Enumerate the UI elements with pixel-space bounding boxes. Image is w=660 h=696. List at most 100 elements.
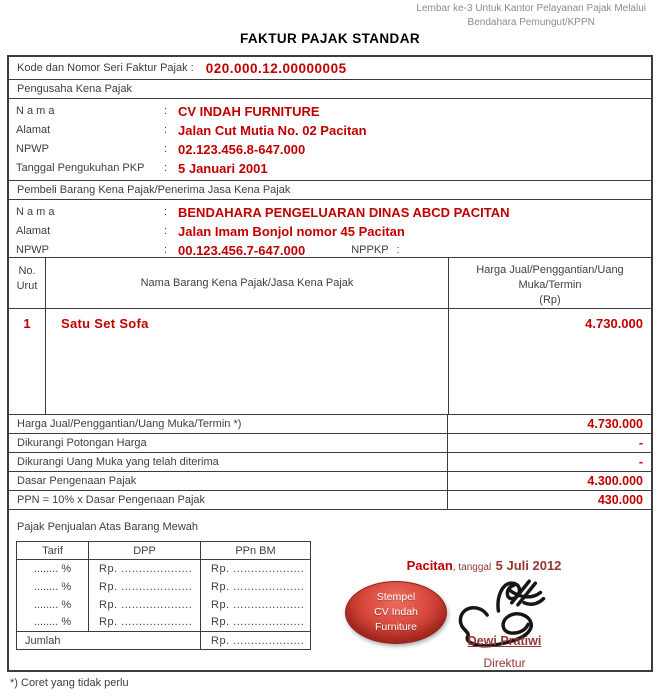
ppnbm-jumlah-value: Rp. ....................: [200, 631, 311, 650]
ppnbm-table: Tarif DPP PPn BM ........ % Rp. ........…: [16, 541, 311, 650]
buyer-address-row: Alamat : Jalan Imam Bonjol nomor 45 Paci…: [9, 222, 651, 241]
ppnbm-tarif-cell: ........ %: [16, 577, 89, 596]
items-header-price-unit: (Rp): [539, 294, 561, 306]
items-header-no-line1: No.: [18, 265, 36, 277]
seller-pkp-date-value: 5 Januari 2001: [178, 161, 268, 176]
company-stamp: Stempel CV Indah Furniture: [345, 581, 447, 644]
item-name: Satu Set Sofa: [46, 309, 449, 414]
items-header-name-text: Nama Barang Kena Pajak/Jasa Kena Pajak: [140, 277, 354, 289]
summary-label: Dasar Pengenaan Pajak: [17, 475, 137, 487]
summary-value: 4.300.000: [447, 472, 651, 490]
colon-separator: :: [164, 225, 168, 237]
ppnbm-header-row: Tarif DPP PPn BM: [16, 541, 311, 560]
signature-city: Pacitan: [406, 558, 453, 573]
summary-value: 4.730.000: [447, 415, 651, 433]
buyer-npwp-label: NPWP: [16, 244, 49, 256]
ppnbm-dpp-cell: Rp. ....................: [88, 577, 201, 596]
ppnbm-blank-row: ........ % Rp. .................... Rp. …: [16, 595, 311, 614]
items-table-header: No. Urut Nama Barang Kena Pajak/Jasa Ken…: [9, 257, 651, 308]
ppnbm-ppnbm-cell: Rp. ....................: [200, 595, 311, 614]
ppnbm-tarif-cell: ........ %: [16, 559, 89, 578]
seller-npwp-label: NPWP: [16, 143, 49, 155]
colon-separator: :: [164, 143, 168, 155]
ppnbm-section-title: Pajak Penjualan Atas Barang Mewah: [17, 521, 199, 533]
stamp-line2: CV Indah: [374, 606, 418, 618]
ppnbm-blank-row: ........ % Rp. .................... Rp. …: [16, 577, 311, 596]
buyer-address-value: Jalan Imam Bonjol nomor 45 Pacitan: [178, 224, 405, 239]
ppnbm-ppnbm-cell: Rp. ....................: [200, 559, 311, 578]
bottom-section: Pajak Penjualan Atas Barang Mewah Tarif …: [9, 509, 651, 670]
signature-date-line: Pacitan, tanggal 5 Juli 2012: [339, 557, 629, 575]
summary-label: PPN = 10% x Dasar Pengenaan Pajak: [17, 494, 206, 506]
invoice-code-row: Kode dan Nomor Seri Faktur Pajak : 020.0…: [9, 57, 651, 79]
colon-separator: :: [164, 206, 168, 218]
colon-separator: :: [396, 244, 400, 256]
form-frame: Kode dan Nomor Seri Faktur Pajak : 020.0…: [7, 55, 653, 672]
colon-separator: :: [164, 105, 168, 117]
buyer-address-label: Alamat: [16, 225, 51, 237]
buyer-npwp-value: 00.123.456.7-647.000: [178, 243, 306, 258]
colon-separator: :: [164, 244, 168, 256]
ppnbm-dpp-cell: Rp. ....................: [88, 559, 201, 578]
buyer-details: N a m a : BENDAHARA PENGELUARAN DINAS AB…: [9, 199, 651, 260]
seller-name-value: CV INDAH FURNITURE: [178, 104, 320, 119]
buyer-name-row: N a m a : BENDAHARA PENGELUARAN DINAS AB…: [9, 203, 651, 222]
summary-row-ppn: PPN = 10% x Dasar Pengenaan Pajak 430.00…: [9, 490, 651, 509]
invoice-code-value: 020.000.12.00000005: [205, 60, 347, 76]
buyer-name-label: N a m a: [16, 206, 55, 218]
seller-pkp-date-row: Tanggal Pengukuhan PKP : 5 Januari 2001: [9, 159, 651, 178]
ppnbm-jumlah-label: Jumlah: [16, 631, 201, 650]
ppnbm-ppnbm-cell: Rp. ....................: [200, 613, 311, 632]
summary-label: Harga Jual/Penggantian/Uang Muka/Termin …: [17, 418, 242, 430]
items-header-no-line2: Urut: [16, 280, 38, 292]
seller-section-title: Pengusaha Kena Pajak: [9, 79, 651, 98]
signer-role: Direktur: [483, 656, 526, 670]
summary-row-dpp: Dasar Pengenaan Pajak 4.300.000: [9, 471, 651, 490]
seller-address-label: Alamat: [16, 124, 51, 136]
copy-sheet-note-line1: Lembar ke-3 Untuk Kantor Pelayanan Pajak…: [416, 3, 646, 14]
ppnbm-dpp-cell: Rp. ....................: [88, 595, 201, 614]
item-number: 1: [9, 309, 46, 414]
ppnbm-total-row: Jumlah Rp. ....................: [16, 631, 311, 650]
stamp-line1: Stempel: [376, 591, 416, 603]
ppnbm-ppnbm-cell: Rp. ....................: [200, 577, 311, 596]
summary-row-harga-jual: Harga Jual/Penggantian/Uang Muka/Termin …: [9, 414, 651, 433]
ppnbm-blank-row: ........ % Rp. .................... Rp. …: [16, 559, 311, 578]
footer-note: *) Coret yang tidak perlu: [10, 677, 129, 689]
seller-name-label: N a m a: [16, 105, 55, 117]
copy-sheet-note: Lembar ke-3 Untuk Kantor Pelayanan Pajak…: [416, 2, 646, 30]
item-price: 4.730.000: [585, 316, 643, 331]
colon-separator: :: [164, 162, 168, 174]
summary-label: Dikurangi Uang Muka yang telah diterima: [17, 456, 219, 468]
copy-sheet-note-line2: Bendahara Pemungut/KPPN: [467, 17, 595, 28]
summary-value: -: [447, 453, 651, 471]
buyer-nppkp-label: NPPKP: [351, 244, 389, 256]
ppnbm-header-tarif: Tarif: [16, 541, 89, 560]
summary-label: Dikurangi Potongan Harga: [17, 437, 147, 449]
items-header-name: Nama Barang Kena Pajak/Jasa Kena Pajak: [46, 258, 449, 308]
signature-date-label: , tanggal: [452, 562, 492, 573]
items-header-price: Harga Jual/Penggantian/Uang Muka/Termin …: [449, 258, 651, 308]
summary-value: 430.000: [447, 491, 651, 509]
signature-scribble-icon: [458, 579, 546, 648]
stamp-line3: Furniture: [374, 621, 417, 633]
buyer-npwp-row: NPWP : 00.123.456.7-647.000 NPPKP :: [9, 241, 651, 260]
seller-name-row: N a m a : CV INDAH FURNITURE: [9, 102, 651, 121]
summary-row-potongan: Dikurangi Potongan Harga -: [9, 433, 651, 452]
seller-address-row: Alamat : Jalan Cut Mutia No. 02 Pacitan: [9, 121, 651, 140]
seller-address-value: Jalan Cut Mutia No. 02 Pacitan: [178, 123, 367, 138]
seller-npwp-value: 02.123.456.8-647.000: [178, 142, 306, 157]
seller-npwp-row: NPWP : 02.123.456.8-647.000: [9, 140, 651, 159]
seller-pkp-date-label: Tanggal Pengukuhan PKP: [16, 162, 145, 174]
summary-value: -: [447, 434, 651, 452]
items-header-no: No. Urut: [9, 258, 46, 308]
ppnbm-header-ppnbm: PPn BM: [200, 541, 311, 560]
invoice-code-label: Kode dan Nomor Seri Faktur Pajak :: [17, 62, 194, 74]
ppnbm-dpp-cell: Rp. ....................: [88, 613, 201, 632]
ppnbm-blank-row: ........ % Rp. .................... Rp. …: [16, 613, 311, 632]
signer-name: Dewi Pratiwi: [467, 634, 542, 648]
ppnbm-tarif-cell: ........ %: [16, 613, 89, 632]
buyer-section-title: Pembeli Barang Kena Pajak/Penerima Jasa …: [9, 180, 651, 199]
summary-row-uang-muka: Dikurangi Uang Muka yang telah diterima …: [9, 452, 651, 471]
